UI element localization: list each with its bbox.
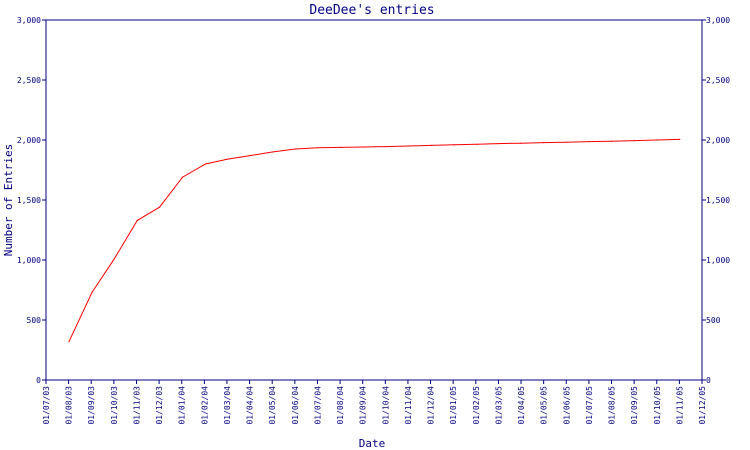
data-point (385, 146, 387, 148)
x-tick-label: 01/05/04 (268, 386, 277, 425)
x-tick-label: 01/08/04 (336, 386, 345, 425)
y-tick-label-left: 500 (27, 316, 42, 325)
chart-title: DeeDee's entries (309, 3, 434, 18)
x-tick-label: 01/10/03 (110, 386, 119, 425)
data-point (158, 206, 161, 208)
y-axis-left-ticks: 0 500 1,000 1,500 2,000 2,500 3,000 (17, 16, 46, 385)
y-tick-label-left: 2,000 (17, 136, 41, 145)
x-tick-label: 01/11/03 (132, 386, 141, 425)
data-point (565, 141, 567, 143)
data-point (542, 142, 544, 144)
data-point (113, 258, 115, 260)
y-axis-title: Number of Entries (2, 144, 15, 257)
x-tick-label: 01/03/04 (223, 386, 232, 425)
plot-frame (45, 19, 703, 381)
x-tick-label: 01/09/03 (87, 386, 96, 425)
x-tick-label: 01/09/05 (630, 386, 639, 425)
x-tick-label: 01/11/04 (404, 386, 413, 425)
data-point (249, 155, 251, 157)
y-tick-label-left: 3,000 (17, 16, 41, 25)
series-group (68, 138, 681, 343)
data-point (340, 146, 342, 148)
y-tick-label-right: 3,000 (706, 16, 730, 25)
data-point (363, 146, 365, 148)
data-point (610, 140, 613, 142)
x-axis-ticks: 01/07/03 01/08/03 01/09/03 01/10/03 01/11/03… (42, 380, 707, 425)
data-point (136, 219, 138, 221)
data-point (587, 141, 590, 143)
x-tick-label: 01/12/04 (427, 386, 436, 425)
data-point (453, 144, 455, 146)
x-tick-label: 01/07/05 (585, 386, 594, 425)
data-point (497, 143, 499, 145)
data-point (226, 158, 228, 160)
data-point (656, 139, 658, 141)
x-tick-label: 01/12/03 (155, 386, 164, 425)
x-tick-label: 01/10/05 (653, 386, 662, 425)
y-tick-label-right: 500 (706, 316, 721, 325)
y-tick-label-right: 0 (706, 376, 711, 385)
y-tick-label-left: 2,500 (17, 76, 41, 85)
y-axis-right-ticks: 0 500 1,000 1,500 2,000 2,500 3,000 (702, 16, 730, 385)
x-axis-title: Date (359, 437, 386, 450)
x-tick-label: 01/05/05 (540, 386, 549, 425)
data-point (679, 138, 681, 140)
data-point (317, 147, 319, 149)
x-tick-label: 01/09/04 (359, 386, 368, 425)
x-tick-label: 01/02/05 (472, 386, 481, 425)
data-point (204, 163, 207, 165)
plot-border (45, 19, 703, 381)
data-point (520, 142, 522, 144)
data-point (430, 144, 432, 146)
y-tick-label-right: 2,000 (706, 136, 730, 145)
x-tick-label: 01/01/05 (449, 386, 458, 425)
x-tick-label: 01/07/04 (313, 386, 322, 425)
x-tick-label: 01/08/03 (65, 386, 74, 425)
y-tick-label-right: 2,500 (706, 76, 730, 85)
data-point (408, 145, 410, 147)
data-point (68, 341, 70, 343)
x-tick-label: 01/11/05 (675, 386, 684, 425)
series-line (68, 138, 680, 342)
y-tick-label-left: 1,500 (17, 196, 41, 205)
data-point (633, 140, 636, 142)
x-tick-label: 01/10/04 (381, 386, 390, 425)
x-tick-label: 01/06/04 (291, 386, 300, 425)
x-tick-label: 01/12/05 (698, 386, 707, 425)
data-point (181, 176, 184, 178)
y-tick-label-left: 1,000 (17, 256, 41, 265)
data-point (271, 151, 273, 153)
data-point (91, 291, 93, 293)
y-tick-label-right: 1,000 (706, 256, 730, 265)
y-tick-label-left: 0 (36, 376, 41, 385)
x-tick-label: 01/03/05 (494, 386, 503, 425)
x-tick-label: 01/02/04 (200, 386, 209, 425)
x-tick-label: 01/04/05 (517, 386, 526, 425)
data-point (476, 143, 478, 145)
x-tick-label: 01/01/04 (178, 386, 187, 425)
x-tick-label: 01/08/05 (608, 386, 617, 425)
x-tick-label: 01/04/04 (246, 386, 255, 425)
y-tick-label-right: 1,500 (706, 196, 730, 205)
x-tick-label: 01/07/03 (42, 386, 51, 425)
x-tick-label: 01/06/05 (562, 386, 571, 425)
data-point (294, 148, 296, 150)
